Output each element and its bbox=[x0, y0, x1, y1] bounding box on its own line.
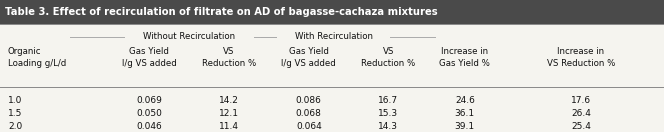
Text: Increase in
Gas Yield %: Increase in Gas Yield % bbox=[440, 47, 490, 68]
Text: 24.6: 24.6 bbox=[455, 96, 475, 105]
Text: 0.064: 0.064 bbox=[296, 122, 321, 131]
Text: VS
Reduction %: VS Reduction % bbox=[361, 47, 416, 68]
Text: With Recirculation: With Recirculation bbox=[295, 32, 373, 41]
Text: 1.0: 1.0 bbox=[8, 96, 23, 105]
Text: Gas Yield
l/g VS added: Gas Yield l/g VS added bbox=[282, 47, 336, 68]
Text: 39.1: 39.1 bbox=[455, 122, 475, 131]
Text: 0.068: 0.068 bbox=[296, 109, 321, 118]
Text: 36.1: 36.1 bbox=[455, 109, 475, 118]
Text: Table 3. Effect of recirculation of filtrate on AD of bagasse-cachaza mixtures: Table 3. Effect of recirculation of filt… bbox=[5, 7, 438, 17]
Text: 1.5: 1.5 bbox=[8, 109, 23, 118]
Text: 14.3: 14.3 bbox=[378, 122, 398, 131]
Text: 16.7: 16.7 bbox=[378, 96, 398, 105]
Text: Gas Yield
l/g VS added: Gas Yield l/g VS added bbox=[122, 47, 177, 68]
Text: 25.4: 25.4 bbox=[571, 122, 591, 131]
Text: 0.046: 0.046 bbox=[137, 122, 162, 131]
Text: 15.3: 15.3 bbox=[378, 109, 398, 118]
Text: 14.2: 14.2 bbox=[219, 96, 239, 105]
Text: 2.0: 2.0 bbox=[8, 122, 22, 131]
Text: 11.4: 11.4 bbox=[219, 122, 239, 131]
Text: 17.6: 17.6 bbox=[571, 96, 591, 105]
Text: 0.086: 0.086 bbox=[296, 96, 321, 105]
Text: VS
Reduction %: VS Reduction % bbox=[202, 47, 256, 68]
Text: 0.050: 0.050 bbox=[137, 109, 162, 118]
Bar bbox=[0, 0, 664, 24]
Text: 12.1: 12.1 bbox=[219, 109, 239, 118]
Text: Increase in
VS Reduction %: Increase in VS Reduction % bbox=[547, 47, 615, 68]
Text: 0.069: 0.069 bbox=[137, 96, 162, 105]
Text: 26.4: 26.4 bbox=[571, 109, 591, 118]
Text: Without Recirculation: Without Recirculation bbox=[143, 32, 235, 41]
Text: Organic
Loading g/L/d: Organic Loading g/L/d bbox=[8, 47, 66, 68]
